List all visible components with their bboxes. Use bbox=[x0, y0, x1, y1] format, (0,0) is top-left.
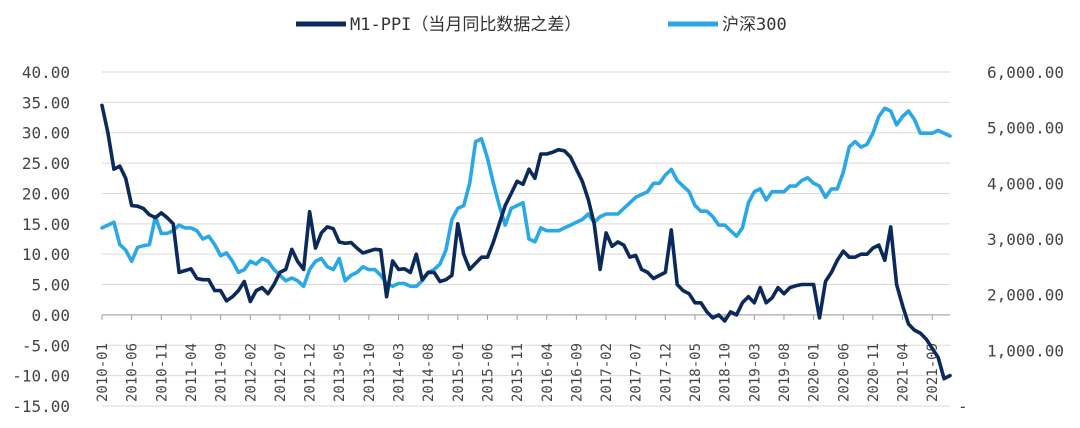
left-tick-label: 5.00 bbox=[31, 276, 70, 295]
x-tick-label: 2014-08 bbox=[421, 343, 437, 402]
legend-label-hs300: 沪深300 bbox=[722, 15, 787, 35]
right-tick-label: - bbox=[958, 397, 968, 416]
x-tick-label: 2020-11 bbox=[866, 343, 882, 402]
right-tick-label: 6,000.00 bbox=[987, 63, 1064, 82]
x-tick-label: 2015-06 bbox=[480, 343, 496, 402]
left-tick-label: 40.00 bbox=[22, 63, 70, 82]
x-tick-label: 2015-01 bbox=[451, 343, 467, 402]
x-tick-label: 2010-06 bbox=[125, 343, 141, 402]
series-line-m1-ppi bbox=[100, 103, 952, 381]
left-tick-label: 15.00 bbox=[22, 215, 70, 234]
left-tick-label: 35.00 bbox=[22, 93, 70, 112]
right-tick-label: 2,000.00 bbox=[987, 286, 1064, 305]
left-tick-label: 30.00 bbox=[22, 124, 70, 143]
x-tick-label: 2016-04 bbox=[540, 343, 556, 402]
x-tick-label: 2016-09 bbox=[569, 343, 585, 402]
x-tick-label: 2013-10 bbox=[362, 343, 378, 402]
x-tick-label: 2012-12 bbox=[303, 343, 319, 402]
left-tick-label: 25.00 bbox=[22, 154, 70, 173]
x-tick-label: 2014-03 bbox=[392, 343, 408, 402]
left-tick-label: -5.00 bbox=[22, 336, 70, 355]
left-tick-label: 20.00 bbox=[22, 184, 70, 203]
x-tick-label: 2012-02 bbox=[243, 343, 259, 402]
x-tick-label: 2015-11 bbox=[510, 343, 526, 402]
x-tick-label: 2012-07 bbox=[273, 343, 289, 402]
legend: M1-PPI（当月同比数据之差） 沪深300 bbox=[296, 15, 787, 35]
series-line-hs300 bbox=[100, 106, 952, 289]
x-tick-label: 2017-12 bbox=[658, 343, 674, 402]
right-tick-label: 1,000.00 bbox=[987, 341, 1064, 360]
left-axis-ticks: 40.00 35.00 30.00 25.00 20.00 15.00 10.00 5.00 0… bbox=[12, 63, 70, 416]
right-axis-ticks: 6,000.00 5,000.00 4,000.00 3,000.00 2,000.00… bbox=[958, 63, 1064, 416]
right-tick-label: 3,000.00 bbox=[987, 230, 1064, 249]
x-tick-label: 2019-08 bbox=[777, 343, 793, 402]
left-tick-label: -15.00 bbox=[12, 397, 70, 416]
x-tick-label: 2018-05 bbox=[688, 343, 704, 402]
series-lines bbox=[100, 103, 952, 381]
x-axis-ticks: 2010-01 2010-06 2010-11 2011-04 2011-09 2012-… bbox=[95, 314, 941, 402]
x-tick-label: 2010-01 bbox=[95, 343, 111, 402]
x-tick-label: 2020-06 bbox=[836, 343, 852, 402]
left-tick-label: -10.00 bbox=[12, 367, 70, 386]
x-tick-label: 2011-09 bbox=[214, 343, 230, 402]
x-tick-label: 2020-01 bbox=[807, 343, 823, 402]
x-tick-label: 2013-05 bbox=[332, 343, 348, 402]
x-tick-label: 2021-04 bbox=[896, 343, 912, 402]
legend-label-m1: M1-PPI（当月同比数据之差） bbox=[350, 15, 581, 35]
left-tick-label: 10.00 bbox=[22, 245, 70, 264]
x-tick-label: 2011-04 bbox=[184, 343, 200, 402]
right-tick-label: 4,000.00 bbox=[987, 174, 1064, 193]
x-tick-label: 2017-07 bbox=[629, 343, 645, 402]
right-tick-label: 5,000.00 bbox=[987, 119, 1064, 138]
x-tick-label: 2019-03 bbox=[747, 343, 763, 402]
x-tick-label: 2010-11 bbox=[154, 343, 170, 402]
x-tick-label: 2018-10 bbox=[718, 343, 734, 402]
x-tick-label: 2017-02 bbox=[599, 343, 615, 402]
left-tick-label: 0.00 bbox=[31, 306, 70, 325]
